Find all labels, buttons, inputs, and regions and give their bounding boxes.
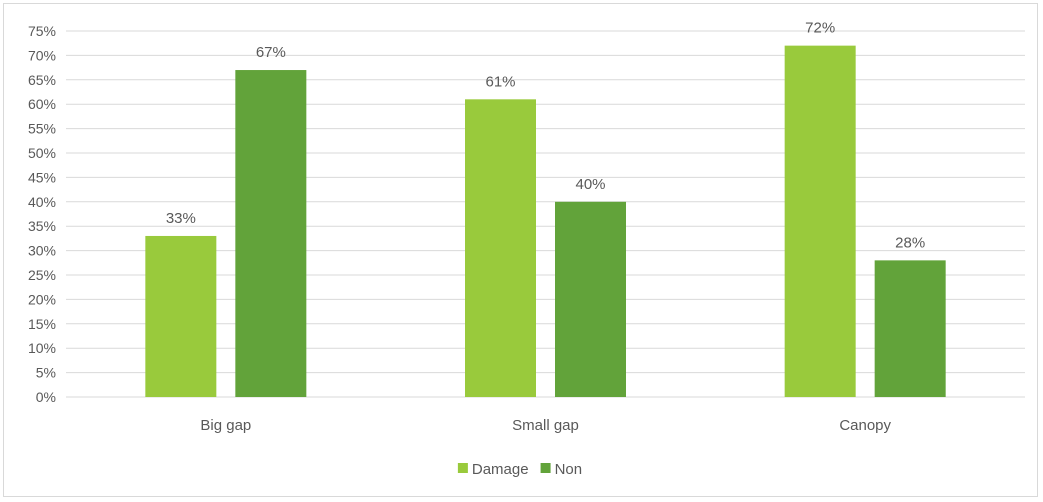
legend-item: Damage	[457, 461, 529, 478]
y-tick-label: 50%	[28, 145, 56, 161]
bar-damage	[145, 235, 217, 397]
x-axis: Big gap Small gap Canopy	[200, 417, 891, 434]
y-tick-label: 10%	[28, 340, 56, 356]
bar-damage	[784, 45, 856, 397]
bar-non	[874, 260, 946, 397]
gridlines	[66, 30, 1025, 398]
x-tick-label: Big gap	[200, 417, 251, 434]
legend-item: Non	[540, 461, 583, 478]
data-label: 33%	[166, 210, 196, 227]
legend-swatch	[457, 463, 468, 473]
x-tick-label: Small gap	[512, 417, 579, 434]
legend-label: Non	[555, 461, 583, 478]
data-label: 40%	[575, 176, 605, 193]
legend: Damage Non	[457, 461, 583, 478]
legend-label: Damage	[472, 461, 529, 478]
y-tick-label: 45%	[28, 169, 56, 185]
y-axis: 0% 5% 10% 15% 20% 25% 30% 35% 40% 45% 50% 55% 60% 65%…	[28, 23, 56, 405]
data-label: 28%	[895, 234, 925, 251]
y-tick-label: 5%	[36, 365, 56, 381]
data-label: 61%	[485, 73, 515, 90]
y-tick-label: 70%	[28, 47, 56, 63]
y-tick-label: 0%	[36, 389, 56, 405]
y-tick-label: 55%	[28, 121, 56, 137]
y-tick-label: 60%	[28, 96, 56, 112]
y-tick-label: 15%	[28, 316, 56, 332]
y-tick-label: 65%	[28, 72, 56, 88]
y-tick-label: 75%	[28, 23, 56, 39]
y-tick-label: 35%	[28, 218, 56, 234]
bar-non	[555, 201, 626, 397]
y-tick-label: 25%	[28, 267, 56, 283]
data-labels: 33% 67% 61% 40% 72% 28%	[166, 20, 925, 252]
legend-swatch	[540, 463, 551, 473]
data-label: 72%	[805, 20, 835, 37]
bars	[145, 45, 946, 397]
bar-non	[235, 70, 307, 397]
y-tick-label: 40%	[28, 194, 56, 210]
y-tick-label: 30%	[28, 243, 56, 259]
data-label: 67%	[256, 44, 286, 61]
bar-damage	[465, 99, 536, 397]
x-tick-label: Canopy	[839, 417, 891, 434]
y-tick-label: 20%	[28, 291, 56, 307]
